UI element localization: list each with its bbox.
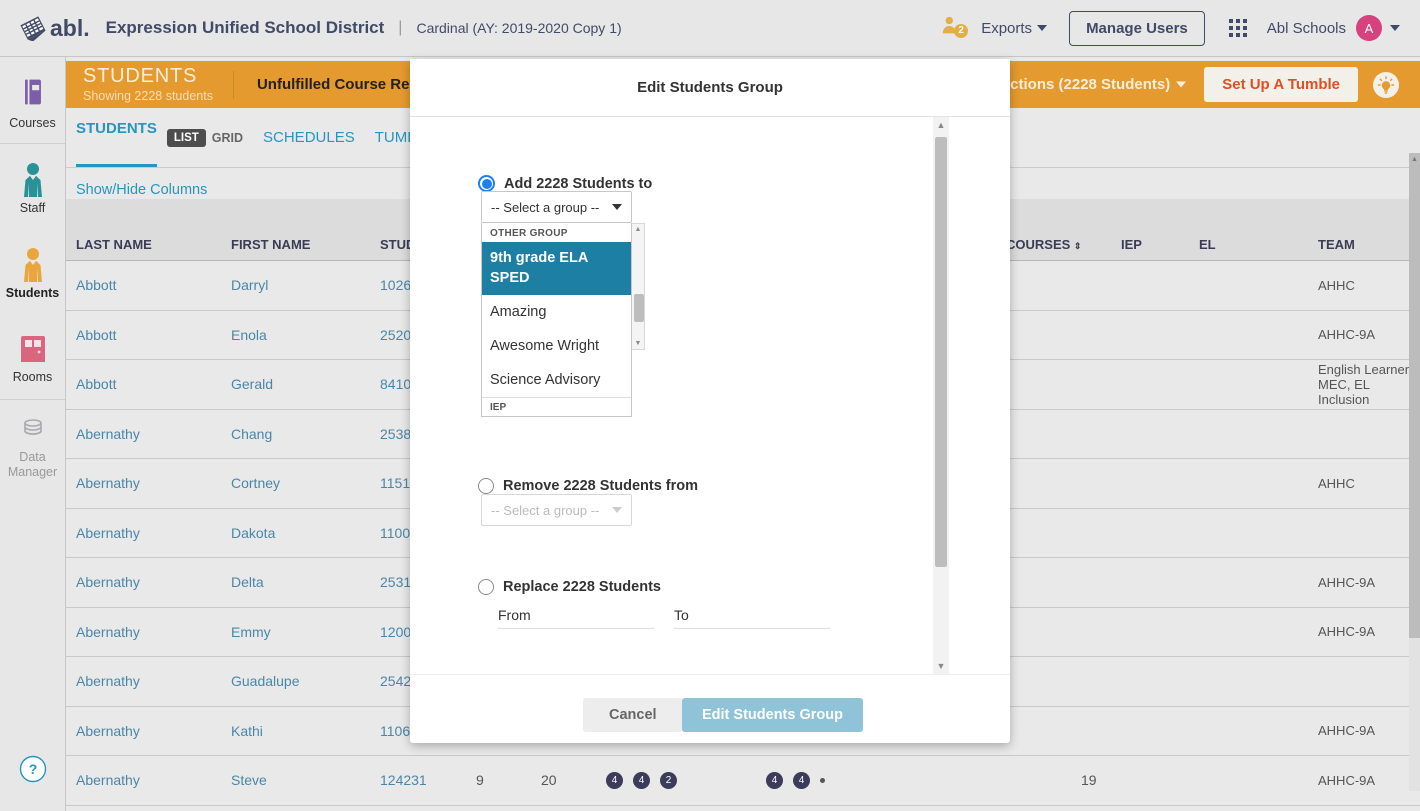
svg-text:?: ? xyxy=(28,761,37,777)
